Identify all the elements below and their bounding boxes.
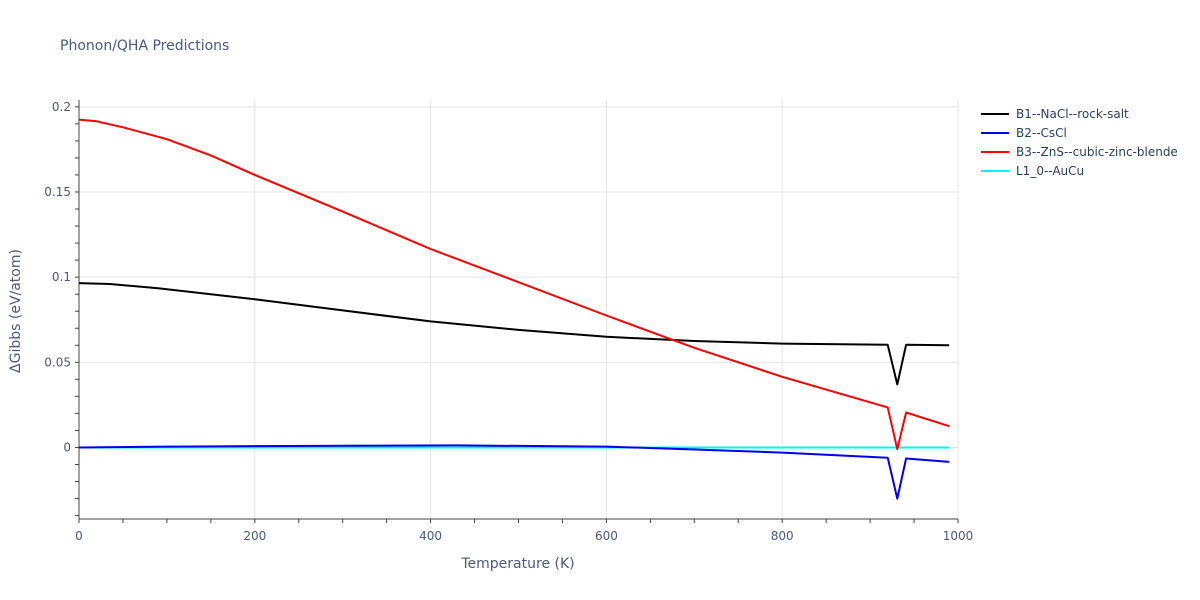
y-axis-title: ΔGibbs (eV/atom) — [8, 249, 24, 373]
x-tick-label: 600 — [595, 529, 618, 543]
grid-layer — [78, 100, 959, 519]
y-tick-label: 0.1 — [52, 270, 71, 284]
x-tick-label: 400 — [419, 529, 442, 543]
legend-label: B1--NaCl--rock-salt — [1016, 107, 1129, 121]
x-tick-label: 200 — [243, 529, 266, 543]
x-tick-label: 800 — [771, 529, 794, 543]
x-axis-title: Temperature (K) — [460, 556, 574, 572]
legend-item[interactable]: B3--ZnS--cubic-zinc-blende — [981, 145, 1178, 159]
x-tick-label: 1000 — [943, 529, 974, 543]
y-tick-label: 0.2 — [52, 100, 71, 114]
series-line-0[interactable] — [78, 282, 950, 386]
legend-label: B2--CsCl — [1016, 126, 1067, 140]
series-line-2[interactable] — [78, 118, 950, 451]
legend-label: B3--ZnS--cubic-zinc-blende — [1016, 145, 1178, 159]
legend-item[interactable]: B2--CsCl — [981, 126, 1067, 140]
legend[interactable]: B1--NaCl--rock-salt B2--CsCl B3--ZnS--cubi… — [981, 107, 1178, 178]
legend-item[interactable]: L1_0--AuCu — [981, 164, 1084, 178]
legend-label: L1_0--AuCu — [1016, 164, 1084, 178]
legend-item[interactable]: B1--NaCl--rock-salt — [981, 107, 1129, 121]
x-tick-label: 0 — [75, 529, 83, 543]
series-layer — [78, 118, 950, 500]
series-line-1[interactable] — [78, 444, 950, 500]
chart-title: Phonon/QHA Predictions — [60, 38, 229, 54]
y-tick-label: 0 — [63, 440, 71, 454]
y-tick-label: 0.15 — [44, 185, 71, 199]
axes-layer: 0 200 400 600 800 1000 0 0.05 0.1 0.15 0.2 — [44, 100, 973, 543]
y-tick-label: 0.05 — [44, 355, 71, 369]
